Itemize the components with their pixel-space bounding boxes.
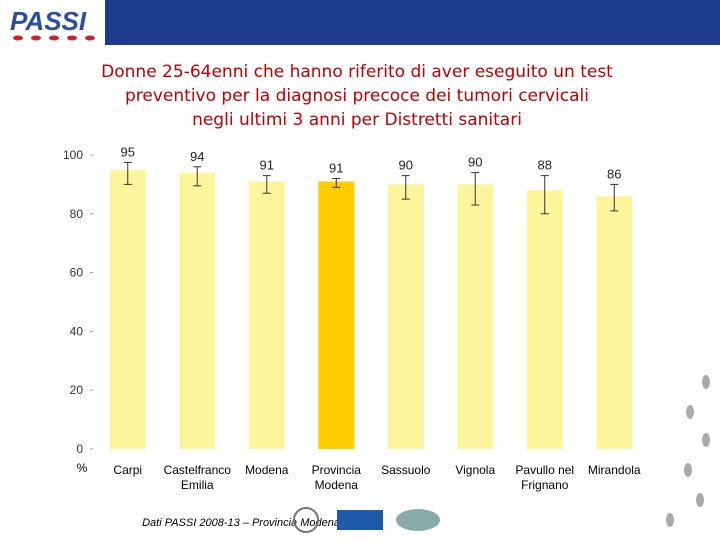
x-tick-label: Modena bbox=[245, 463, 289, 477]
x-tick-label: Carpi bbox=[113, 463, 143, 477]
logo-feet bbox=[13, 35, 95, 41]
value-label: 90 bbox=[399, 158, 413, 173]
y-tick-label: 0 bbox=[76, 442, 83, 456]
y-tick-label: 60 bbox=[70, 266, 84, 280]
value-label: 95 bbox=[121, 144, 135, 159]
logo: PASSI bbox=[10, 6, 87, 36]
bar bbox=[109, 169, 146, 449]
footer-logos bbox=[293, 507, 440, 533]
error-bar bbox=[471, 172, 480, 206]
x-tick-label: Provincia Modena bbox=[311, 463, 361, 492]
bar bbox=[179, 172, 216, 449]
bar bbox=[526, 190, 563, 449]
value-label: 86 bbox=[607, 166, 621, 181]
error-bar bbox=[610, 183, 619, 212]
error-bar bbox=[262, 175, 271, 194]
chart-title: preventivo per la diagnosi precoce dei t… bbox=[125, 86, 589, 106]
x-tick-label: Castelfranco Emilia bbox=[163, 463, 231, 492]
value-label: 91 bbox=[329, 161, 343, 176]
header-bar bbox=[105, 0, 720, 45]
value-label: 91 bbox=[260, 158, 274, 173]
x-tick-label: Mirandola bbox=[587, 463, 641, 477]
x-tick-label: Sassuolo bbox=[381, 463, 431, 477]
y-axis-label: % bbox=[77, 461, 88, 475]
error-bar bbox=[193, 166, 202, 187]
bar bbox=[318, 181, 355, 449]
value-label: 94 bbox=[190, 149, 204, 164]
y-tick-label: 80 bbox=[70, 207, 84, 221]
bar bbox=[248, 181, 285, 449]
error-bar bbox=[540, 175, 549, 215]
decor-feet bbox=[666, 375, 710, 527]
footer: Dati PASSI 2008-13 – Provincia Modena bbox=[142, 517, 340, 529]
value-label: 90 bbox=[468, 155, 482, 170]
bar bbox=[457, 184, 494, 449]
chart-title: Donne 25-64enni che hanno riferito di av… bbox=[101, 62, 613, 82]
y-tick-label: 20 bbox=[70, 383, 84, 397]
error-bar bbox=[401, 175, 410, 200]
bar bbox=[596, 196, 633, 449]
y-tick-label: 100 bbox=[63, 148, 83, 162]
error-bar bbox=[123, 161, 132, 185]
x-tick-label: Pavullo nel Frignano bbox=[515, 463, 575, 492]
x-tick-label: Vignola bbox=[455, 463, 496, 477]
chart-title: negli ultimi 3 anni per Distretti sanita… bbox=[192, 110, 522, 130]
error-bar bbox=[332, 178, 341, 188]
value-label: 88 bbox=[538, 158, 552, 173]
bar bbox=[387, 184, 424, 449]
y-tick-label: 40 bbox=[70, 324, 84, 338]
